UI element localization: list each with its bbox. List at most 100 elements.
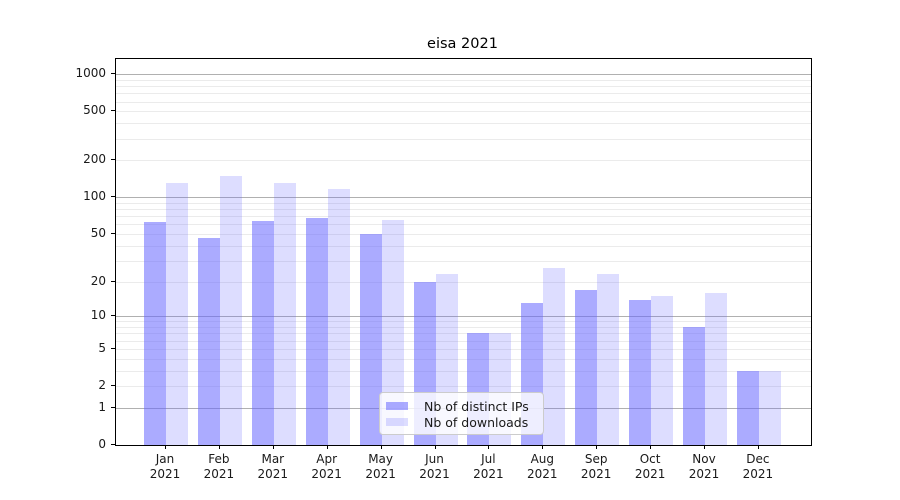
x-tick-year: 2021 [634,467,666,481]
minor-gridline [116,160,811,162]
x-tick-month: Apr [316,452,338,466]
x-tick-mark [650,445,652,449]
x-tick-month: Nov [692,452,716,466]
minor-gridline [116,216,811,218]
minor-gridline [116,101,811,103]
x-tick-mark [704,445,705,449]
minor-gridline [116,224,811,226]
x-tick-year: 2021 [419,467,450,481]
legend-item: Nb of downloads [386,414,535,430]
x-tick-label: Aug 2021 [514,452,570,482]
y-tick-mark [111,159,115,161]
x-tick-year: 2021 [149,467,181,481]
minor-gridline [116,321,811,323]
minor-gridline [116,111,811,113]
x-tick-year: 2021 [742,467,774,481]
x-tick-label: Apr 2021 [299,452,355,482]
bar-downloads-nov [705,292,727,445]
minor-gridline [116,233,811,235]
legend-label: Nb of distinct IPs [424,398,529,414]
y-tick-mark [111,406,115,408]
x-tick-label: Jan 2021 [137,452,193,482]
x-tick-month: Sep [584,452,608,466]
x-tick-year: 2021 [473,467,504,481]
major-gridline [116,197,811,199]
x-tick-mark [272,445,274,449]
x-tick-mark [165,445,166,449]
x-tick-mark [380,445,382,449]
legend-label: Nb of downloads [424,414,529,430]
y-tick-label: 5 [98,340,106,355]
y-tick-mark [111,196,115,198]
y-tick-label: 500 [83,103,106,118]
x-tick-mark [326,445,328,449]
bar-downloads-apr [327,188,350,445]
minor-gridline [116,281,811,283]
bar-downloads-feb [219,175,242,445]
minor-gridline [116,333,811,335]
bar-ips-mar [251,220,274,445]
x-tick-label: Sep 2021 [568,452,624,482]
x-tick-month: Mar [261,452,285,466]
bar-downloads-oct [651,296,674,445]
minor-gridline [116,327,811,329]
plot-area [115,58,812,446]
y-tick-label: 0 [98,437,106,451]
y-tick-label: 50 [90,225,106,240]
legend: Nb of distinct IPs Nb of downloads [379,392,544,435]
minor-gridline [116,209,811,211]
y-tick-mark [111,110,115,112]
x-tick-label: Oct 2021 [622,452,678,482]
x-tick-year: 2021 [527,467,558,481]
y-tick-mark [111,444,115,445]
minor-gridline [116,260,811,262]
minor-gridline [116,386,811,388]
x-tick-label: Feb 2021 [191,452,247,482]
legend-swatch [386,402,408,410]
x-tick-year: 2021 [580,467,612,481]
y-tick-label: 2 [98,378,106,393]
minor-gridline [116,79,811,81]
x-tick-month: Jan [155,452,175,466]
y-tick-mark [111,280,115,282]
bar-ips-may [359,233,382,445]
minor-gridline [116,370,811,372]
bar-downloads-mar [273,182,296,445]
minor-gridline [116,358,811,360]
bar-downloads-sep [597,274,620,445]
x-tick-year: 2021 [688,467,720,481]
x-tick-year: 2021 [365,467,396,481]
bar-downloads-jan [166,183,188,445]
bar-ips-jan [144,221,166,445]
x-tick-label: Dec 2021 [730,452,786,482]
x-tick-year: 2021 [203,467,235,481]
x-tick-mark [488,445,490,449]
y-tick-label: 10 [90,308,106,323]
bar-ips-apr [305,217,328,445]
y-tick-label: 100 [83,189,106,204]
y-tick-label: 1 [98,399,106,414]
y-tick-mark [111,232,115,234]
bar-ips-dec [736,370,759,445]
x-tick-mark [757,445,759,449]
x-tick-label: May 2021 [353,452,409,482]
minor-gridline [116,123,811,125]
x-tick-label: Nov 2021 [676,452,732,482]
x-tick-month: Aug [530,452,555,466]
y-tick-mark [111,347,115,349]
x-tick-label: Jun 2021 [407,452,463,482]
x-tick-month: Jun [425,452,444,466]
legend-item: Nb of distinct IPs [386,398,535,414]
y-tick-label: 1000 [75,66,106,81]
x-tick-year: 2021 [311,467,342,481]
x-tick-month: Jul [481,452,496,466]
y-tick-mark [111,73,115,75]
minor-gridline [116,348,811,350]
x-tick-mark [434,445,436,449]
bar-downloads-aug [543,268,566,445]
minor-gridline [116,340,811,342]
bar-ips-feb [197,238,220,445]
minor-gridline [116,86,811,88]
x-tick-month: Oct [639,452,661,466]
